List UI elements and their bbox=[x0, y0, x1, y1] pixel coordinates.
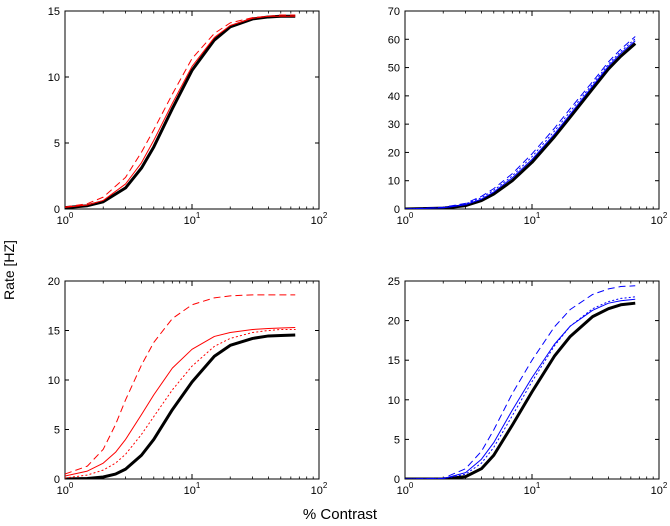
x-tick-label: 102 bbox=[651, 211, 668, 227]
x-axis-label: % Contrast bbox=[303, 506, 378, 523]
y-tick-label: 40 bbox=[388, 91, 400, 103]
y-tick-label: 20 bbox=[388, 147, 400, 159]
x-tick-label: 102 bbox=[651, 481, 668, 497]
chart-top-right: 0 10 20 30 40 50 60 70 100 101 102 bbox=[388, 6, 668, 227]
chart-top-left: 0 5 10 15 100 101 102 bbox=[48, 6, 328, 227]
series-line-blue-dotted bbox=[405, 296, 636, 479]
x-tick-label: 100 bbox=[397, 481, 414, 497]
x-tick-label: 101 bbox=[524, 481, 541, 497]
y-tick-label: 60 bbox=[388, 34, 400, 46]
y-tick-label: 50 bbox=[388, 63, 400, 75]
x-tick-label: 101 bbox=[184, 481, 201, 497]
y-tick-label: 25 bbox=[388, 276, 400, 288]
y-tick-label: 0 bbox=[394, 204, 400, 216]
series-line-blue-dashed bbox=[405, 285, 636, 479]
series-line-blue-dashed bbox=[405, 36, 636, 209]
series-line-black-solid bbox=[65, 333, 296, 479]
y-tick-label: 20 bbox=[48, 276, 60, 288]
y-tick-label: 10 bbox=[388, 176, 400, 188]
series-line-black-solid bbox=[65, 14, 296, 209]
y-tick-label: 15 bbox=[48, 326, 60, 338]
y-tick-label: 0 bbox=[54, 474, 60, 486]
chart-bottom-right: 0 5 10 15 20 25 100 101 102 bbox=[388, 276, 668, 497]
x-tick-label: 100 bbox=[57, 211, 74, 227]
series-line-red-dashed bbox=[65, 294, 296, 475]
x-tick-label: 101 bbox=[184, 211, 201, 227]
y-tick-label: 5 bbox=[394, 434, 400, 446]
y-tick-label: 15 bbox=[388, 355, 400, 367]
y-tick-label: 20 bbox=[388, 316, 400, 328]
y-tick-label: 10 bbox=[388, 395, 400, 407]
y-tick-label: 15 bbox=[48, 6, 60, 18]
x-tick-label: 100 bbox=[397, 211, 414, 227]
series-line-black-solid bbox=[405, 301, 636, 479]
series-line-red-solid bbox=[65, 327, 296, 477]
y-tick-label: 5 bbox=[54, 138, 60, 150]
x-tick-label: 101 bbox=[524, 211, 541, 227]
x-tick-label: 100 bbox=[57, 481, 74, 497]
plot-frame bbox=[404, 10, 660, 210]
x-tick-label: 102 bbox=[311, 211, 328, 227]
y-tick-label: 0 bbox=[394, 474, 400, 486]
y-tick-label: 10 bbox=[48, 72, 60, 84]
plot-frame bbox=[64, 10, 320, 210]
plot-frame bbox=[404, 280, 660, 480]
series-line-red-dotted bbox=[65, 329, 296, 479]
series-line-blue-solid bbox=[405, 298, 636, 479]
y-tick-label: 0 bbox=[54, 204, 60, 216]
series-line-blue-dotted bbox=[405, 38, 636, 209]
series-line-red-dashed bbox=[65, 14, 296, 208]
chart-bottom-left: 0 5 10 15 20 100 101 102 bbox=[48, 276, 328, 497]
y-tick-label: 70 bbox=[388, 6, 400, 18]
y-tick-label: 10 bbox=[48, 375, 60, 387]
y-tick-label: 30 bbox=[388, 119, 400, 131]
y-axis-label: Rate [HZ] bbox=[1, 240, 17, 300]
series-line-red-solid bbox=[65, 15, 296, 208]
series-line-black-solid bbox=[405, 42, 637, 209]
y-tick-label: 5 bbox=[54, 425, 60, 437]
series-line-blue-solid bbox=[405, 40, 636, 209]
x-tick-label: 102 bbox=[311, 481, 328, 497]
